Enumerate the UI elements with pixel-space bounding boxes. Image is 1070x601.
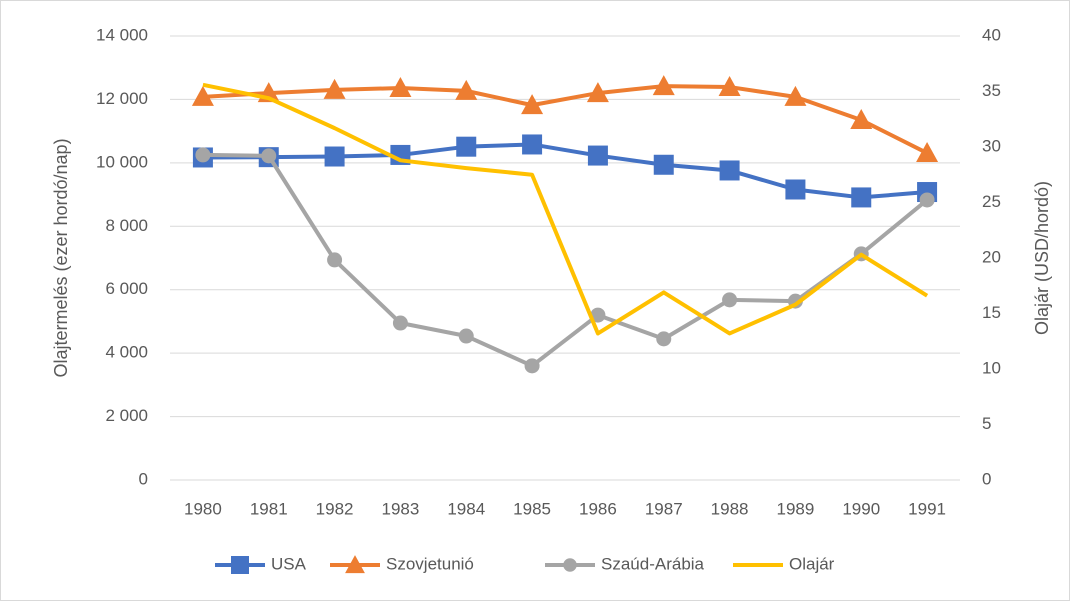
marker: [586, 82, 609, 103]
y-tick-label: 10 000: [96, 152, 148, 171]
marker: [455, 79, 478, 100]
marker: [522, 134, 543, 155]
marker: [718, 76, 741, 97]
series-line: [202, 82, 929, 336]
marker: [656, 331, 672, 347]
marker: [191, 85, 214, 106]
y2-tick-label: 5: [982, 414, 991, 433]
marker: [851, 187, 872, 208]
y2-tick-label: 15: [982, 303, 1001, 322]
marker: [345, 555, 365, 574]
y2-tick-label: 35: [982, 81, 1001, 100]
y-tick-label: 8 000: [105, 216, 148, 235]
x-tick-label: 1985: [513, 499, 551, 518]
legend-label: Olajár: [789, 554, 835, 573]
x-tick-label: 1983: [382, 499, 420, 518]
y-axis-title: Olajtermelés (ezer hordó/nap): [51, 138, 71, 377]
marker: [722, 292, 738, 308]
marker: [719, 160, 740, 181]
y2-tick-label: 30: [982, 136, 1001, 155]
x-tick-label: 1986: [579, 499, 617, 518]
y2-tick-label: 40: [982, 25, 1001, 44]
x-tick-label: 1981: [250, 499, 288, 518]
legend-label: Szovjetunió: [386, 554, 474, 573]
marker: [590, 307, 606, 323]
marker: [392, 315, 408, 331]
y-tick-label: 2 000: [105, 406, 148, 425]
marker: [261, 148, 277, 164]
y-tick-label: 12 000: [96, 89, 148, 108]
marker: [323, 78, 346, 99]
x-tick-label: 1987: [645, 499, 683, 518]
series-line: [202, 152, 929, 368]
marker: [195, 147, 211, 163]
y2-axis-title: Olajár (USD/hordó): [1032, 181, 1052, 335]
marker: [389, 77, 412, 98]
series-line: [202, 142, 928, 200]
x-tick-label: 1990: [842, 499, 880, 518]
marker: [850, 109, 873, 130]
marker: [456, 136, 477, 157]
y-tick-label: 6 000: [105, 279, 148, 298]
x-tick-label: 1988: [711, 499, 749, 518]
marker: [919, 192, 935, 208]
legend-label: Szaúd-Arábia: [601, 554, 705, 573]
marker: [324, 146, 345, 167]
x-tick-label: 1980: [184, 499, 222, 518]
y2-tick-label: 25: [982, 192, 1001, 211]
marker: [231, 556, 249, 574]
marker: [327, 252, 343, 268]
marker: [653, 154, 674, 175]
y-tick-label: 4 000: [105, 343, 148, 362]
x-tick-label: 1984: [447, 499, 485, 518]
y2-tick-label: 10: [982, 358, 1001, 377]
marker: [587, 145, 608, 166]
y2-tick-label: 0: [982, 469, 991, 488]
marker: [458, 328, 474, 344]
y2-tick-label: 20: [982, 247, 1001, 266]
y-tick-label: 14 000: [96, 25, 148, 44]
marker: [563, 558, 577, 572]
marker: [784, 85, 807, 106]
series-line: [202, 84, 928, 155]
y-tick-label: 0: [139, 469, 148, 488]
marker: [785, 179, 806, 200]
marker: [524, 358, 540, 374]
x-tick-label: 1991: [908, 499, 946, 518]
x-tick-label: 1982: [316, 499, 354, 518]
marker: [916, 142, 939, 163]
marker: [521, 94, 544, 115]
x-tick-label: 1989: [777, 499, 815, 518]
marker: [652, 75, 675, 96]
legend-label: USA: [271, 554, 307, 573]
